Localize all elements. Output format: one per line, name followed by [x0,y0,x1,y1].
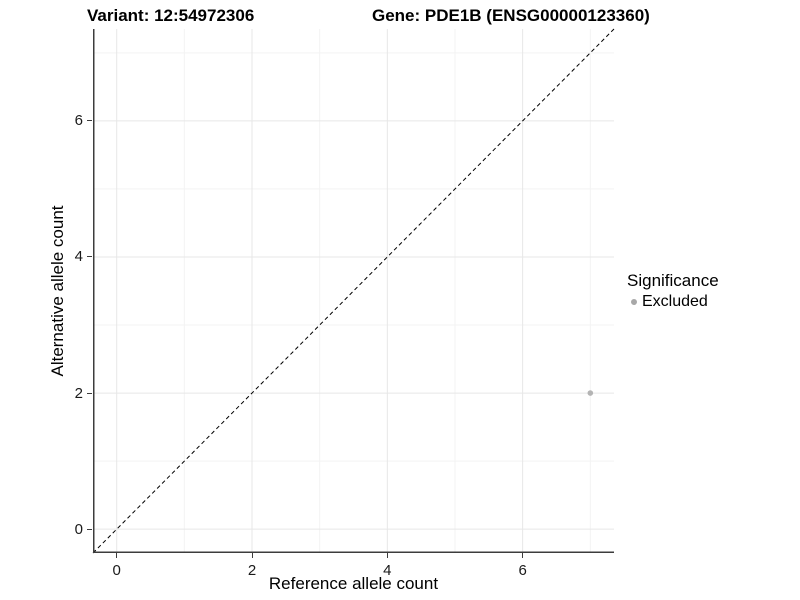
legend-entry-excluded: Excluded [627,293,719,311]
plot-panel [92,28,615,554]
legend-entry-label: Excluded [642,293,708,310]
y-tick-label: 4 [74,248,83,266]
x-tick-label: 0 [112,562,121,579]
gene-title: Gene: PDE1B (ENSG00000123360) [372,6,650,25]
y-tick-label: 6 [74,112,83,130]
y-tick-mark [87,528,92,530]
legend: Significance Excluded [627,270,719,311]
y-tick-mark [87,256,92,258]
variant-title: Variant: 12:54972306 [87,6,255,25]
y-tick-mark [87,392,92,394]
x-axis-title: Reference allele count [268,574,439,593]
x-tick-mark [386,553,388,558]
x-tick-label: 4 [383,562,392,579]
x-tick-label: 2 [247,562,257,579]
y-tick-label: 0 [74,520,83,538]
x-tick-mark [116,553,118,558]
x-tick-mark [522,553,524,558]
plot-canvas [92,28,615,554]
legend-point-icon [631,299,637,305]
x-tick-mark [251,553,253,558]
legend-title: Significance [627,271,719,290]
data-point [587,390,594,396]
y-tick-label: 2 [74,384,83,402]
y-tick-mark [87,120,92,122]
x-tick-label: 6 [518,562,527,579]
identity-line [92,28,615,554]
